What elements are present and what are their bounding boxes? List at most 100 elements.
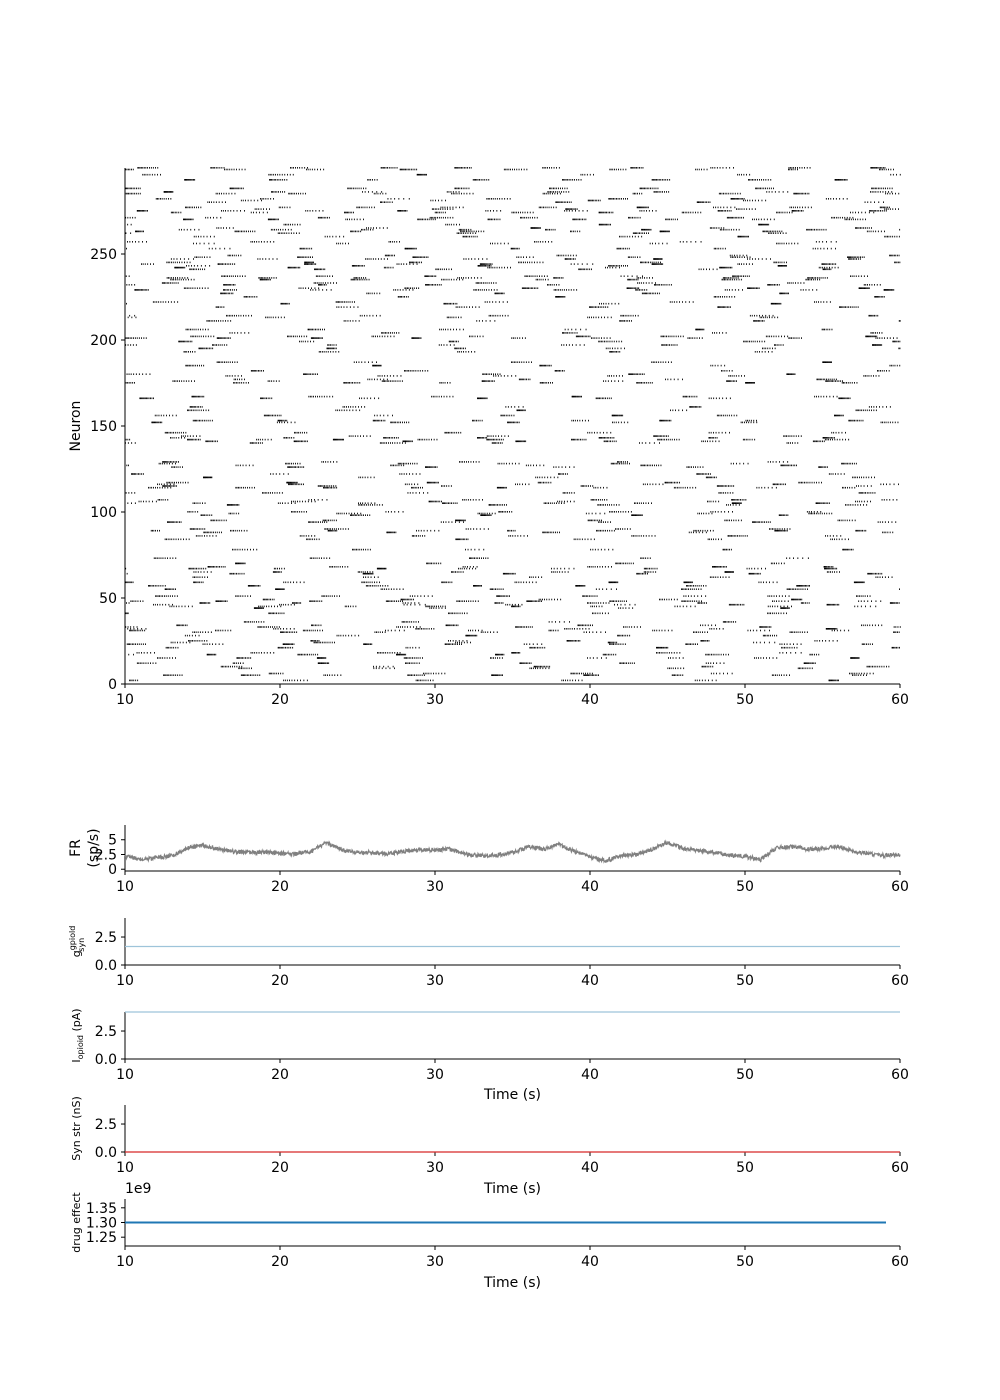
spike (261, 607, 262, 609)
spike (722, 566, 724, 568)
spike (828, 679, 830, 682)
spike (594, 548, 596, 551)
spike (605, 657, 607, 659)
spike (294, 431, 295, 434)
spike (207, 602, 209, 604)
spike (403, 629, 405, 632)
spike (715, 538, 717, 541)
spike (209, 476, 211, 479)
spike (497, 462, 499, 465)
spike (638, 502, 640, 504)
spike (770, 626, 772, 628)
spike (376, 504, 378, 506)
spike (816, 653, 817, 656)
spike (731, 375, 733, 377)
spike (379, 375, 381, 377)
spike (270, 473, 272, 475)
spike (819, 640, 821, 642)
spike (159, 499, 160, 501)
spike (690, 531, 692, 534)
spike (713, 566, 715, 568)
spike (730, 548, 732, 551)
spike (546, 481, 548, 484)
spike (519, 626, 521, 628)
spike (840, 414, 842, 417)
spike (359, 504, 361, 506)
spike (791, 435, 793, 437)
spike (824, 437, 825, 439)
spike (429, 466, 430, 468)
spike (365, 643, 367, 645)
spike (601, 437, 603, 439)
spike (574, 628, 575, 630)
spike (822, 640, 823, 642)
spike (430, 500, 432, 503)
spike (624, 643, 626, 645)
spike (723, 653, 724, 656)
spike (618, 421, 620, 424)
spike (162, 595, 164, 597)
spike (728, 375, 730, 377)
spike (857, 476, 858, 479)
spike (167, 521, 168, 523)
spike (667, 435, 669, 437)
spike (398, 421, 400, 424)
spike (484, 373, 486, 375)
spike (308, 653, 310, 656)
spike (825, 628, 827, 630)
spike (742, 535, 744, 537)
spike (358, 476, 360, 479)
spike (584, 595, 586, 597)
spike (309, 521, 311, 523)
spike (342, 528, 344, 530)
spike (283, 631, 285, 633)
spike (894, 602, 896, 604)
spike (171, 437, 173, 439)
spike (587, 602, 588, 604)
spike (173, 431, 174, 434)
spike (598, 529, 600, 532)
spike (337, 438, 338, 441)
spike (693, 585, 694, 587)
spike (258, 605, 260, 608)
spike (694, 631, 696, 633)
spike (417, 679, 418, 682)
spike (668, 598, 670, 601)
spike (882, 406, 884, 408)
spike (304, 629, 306, 632)
spike (846, 397, 848, 400)
spike (244, 595, 246, 597)
spike (389, 667, 391, 670)
spike (512, 529, 514, 532)
spike (473, 634, 475, 637)
spike (125, 492, 127, 494)
spike (790, 652, 792, 654)
spike (559, 500, 561, 503)
spike (737, 502, 738, 504)
spike (489, 380, 491, 382)
spike (548, 481, 550, 484)
spike (448, 502, 449, 504)
spike (325, 485, 327, 487)
spike (491, 657, 493, 659)
spike (726, 504, 727, 506)
spike (192, 631, 194, 633)
spike (133, 600, 135, 602)
spike (711, 512, 713, 515)
spike (559, 621, 561, 623)
spike (249, 486, 251, 489)
spike (763, 657, 764, 659)
spike (430, 605, 432, 608)
spike (684, 486, 686, 489)
spike (402, 602, 404, 604)
spike (309, 600, 311, 602)
spike (405, 621, 407, 623)
spike (414, 602, 416, 604)
spike (571, 438, 573, 441)
spike (601, 519, 602, 522)
spike (308, 629, 310, 632)
spike (291, 481, 293, 484)
spike (448, 640, 449, 642)
spike (490, 657, 491, 659)
spike (658, 646, 660, 649)
